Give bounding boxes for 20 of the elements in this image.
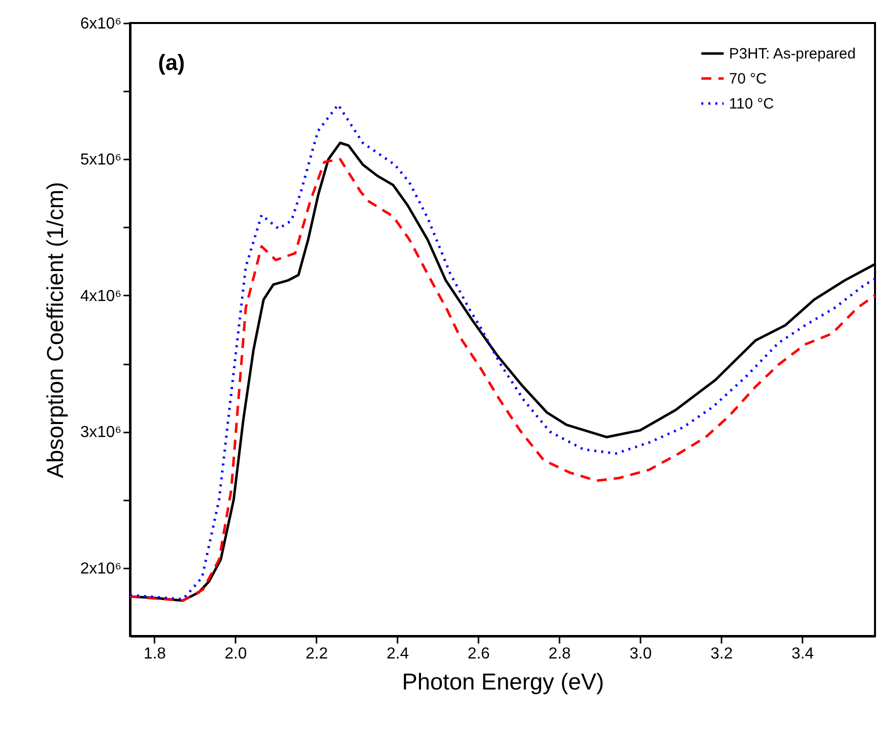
x-tick-label: 3.4	[791, 646, 814, 662]
y-tick-label: 5x10⁶	[80, 152, 122, 169]
legend-label: 110 °C	[729, 96, 774, 112]
y-tick-label: 2x10⁶	[80, 560, 122, 578]
y-tick-label: 6x10⁶	[80, 16, 122, 32]
y-tick-label: 3x10⁶	[80, 424, 122, 442]
x-tick-label: 3.0	[630, 646, 652, 662]
x-axis-title: Photon Energy (eV)	[402, 668, 604, 694]
x-tick-label: 2.0	[224, 646, 247, 662]
x-tick-label: 1.8	[144, 646, 166, 662]
x-tick-label: 2.2	[306, 646, 328, 662]
y-tick-label: 4x10⁶	[80, 288, 122, 305]
x-tick-label: 2.6	[468, 646, 490, 662]
annotation: (a)	[158, 50, 185, 75]
x-tick-label: 3.2	[710, 646, 733, 662]
x-tick-label: 2.8	[548, 646, 571, 662]
legend-label: P3HT: As-prepared	[729, 46, 856, 62]
y-axis-title: Absorption Coefficient (1/cm)	[42, 182, 68, 478]
legend-label: 70 °C	[729, 70, 767, 88]
x-tick-label: 2.4	[386, 646, 409, 662]
